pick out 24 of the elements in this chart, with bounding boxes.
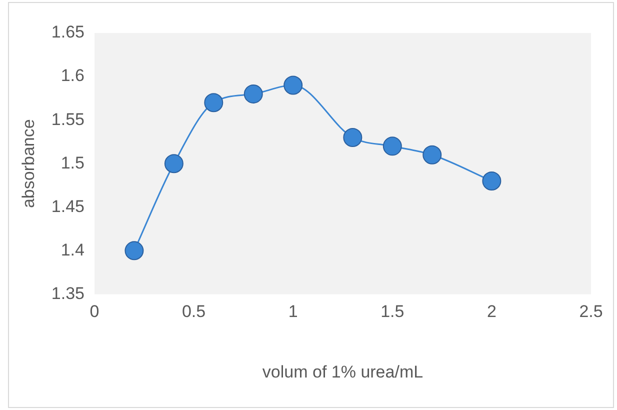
point	[343, 128, 362, 147]
point	[204, 93, 224, 112]
y-tick-label: 1.4	[60, 240, 84, 260]
x-tick-label: 1.5	[380, 302, 404, 322]
x-tick-label: 2	[486, 302, 496, 322]
y-axis-title: absorbance	[18, 119, 38, 208]
y-tick-label: 1.65	[51, 22, 84, 42]
y-tick-label: 1.35	[51, 284, 84, 303]
x-tick-label: 2.5	[579, 302, 603, 322]
point	[164, 154, 184, 174]
x-axis-title: volum of 1% urea/mL	[262, 362, 424, 382]
y-tick-label: 1.5	[60, 153, 84, 172]
y-tick-label: 1.45	[51, 196, 84, 216]
point	[422, 145, 442, 164]
x-tick-label: 0.5	[182, 302, 206, 322]
point	[244, 84, 263, 104]
point	[382, 136, 402, 156]
point	[284, 76, 303, 95]
y-tick-label: 1.55	[51, 110, 84, 129]
point	[124, 241, 144, 260]
point	[482, 172, 502, 191]
y-tick-label: 1.6	[60, 66, 84, 86]
x-tick-label: 0	[90, 302, 100, 322]
x-tick-label: 1	[288, 302, 298, 322]
